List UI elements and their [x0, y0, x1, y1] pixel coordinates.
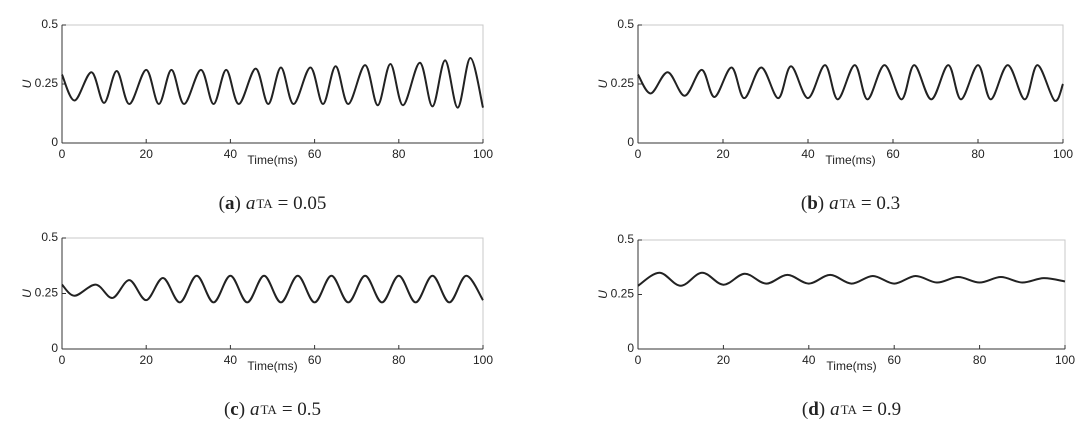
x-axis-label: Time(ms) [826, 359, 876, 373]
x-tick-label: 80 [392, 147, 406, 161]
x-tick-label: 80 [392, 353, 406, 367]
caption-part: a [246, 193, 256, 214]
x-tick-label: 40 [802, 353, 816, 367]
x-tick-label: 20 [717, 353, 731, 367]
x-tick-label: 100 [473, 353, 493, 367]
caption-part: ) [234, 193, 240, 214]
caption-part: a [225, 193, 235, 214]
x-tick-label: 20 [140, 353, 154, 367]
caption-part: TA [261, 402, 278, 417]
caption-part: ( [802, 399, 808, 420]
caption-part: ) [819, 399, 825, 420]
y-tick-label: 0.5 [617, 232, 634, 246]
subplot: 0 0.25 0.5 0 20 40 60 80 100 Time(ms) U (c) aTA = 0.5 [20, 230, 493, 420]
y-tick-label: 0.25 [35, 286, 59, 300]
x-tick-label: 0 [59, 147, 66, 161]
y-tick-label: 0 [627, 135, 634, 149]
caption-part: TA [256, 196, 273, 211]
y-tick-label: 0.5 [41, 230, 58, 244]
x-tick-label: 100 [473, 147, 493, 161]
x-tick-label: 40 [801, 147, 815, 161]
y-tick-label: 0 [51, 341, 58, 355]
x-axis-label: Time(ms) [247, 359, 297, 373]
caption: (c) aTA = 0.5 [224, 399, 321, 420]
x-tick-label: 0 [635, 147, 642, 161]
caption-part: ( [801, 193, 807, 214]
y-axis-label: U [20, 79, 34, 88]
plot-frame [61, 24, 484, 144]
caption-part: a [830, 399, 840, 420]
y-axis-label: U [596, 290, 610, 299]
y-axis-label: U [20, 289, 34, 298]
data-line [61, 274, 484, 304]
caption: (a) aTA = 0.05 [219, 193, 327, 214]
y-tick-label: 0 [627, 341, 634, 355]
x-tick-label: 80 [973, 353, 987, 367]
caption-part: c [230, 399, 238, 420]
caption-part: = 0.5 [282, 399, 321, 420]
caption-part: = 0.05 [278, 193, 327, 214]
y-tick-label: 0 [51, 135, 58, 149]
data-line [637, 271, 1066, 287]
subplot: 0 0.25 0.5 0 20 40 60 80 100 Time(ms) U (b) aTA = 0.3 [596, 17, 1073, 214]
caption-part: TA [840, 196, 857, 211]
caption-part: ( [224, 399, 230, 420]
y-tick-label: 0.25 [611, 287, 635, 301]
x-tick-label: 0 [635, 353, 642, 367]
caption-part: a [250, 399, 260, 420]
plot-frame [61, 237, 484, 350]
x-tick-label: 80 [971, 147, 985, 161]
x-tick-label: 60 [886, 147, 900, 161]
caption-part: TA [841, 402, 858, 417]
y-tick-label: 0.25 [611, 76, 635, 90]
x-tick-label: 100 [1053, 147, 1073, 161]
y-tick-label: 0.25 [35, 76, 59, 90]
x-tick-label: 40 [224, 353, 238, 367]
caption-part: ) [818, 193, 824, 214]
data-line [637, 64, 1064, 102]
caption-part: a [829, 193, 839, 214]
x-tick-label: 60 [888, 353, 902, 367]
y-tick-label: 0.5 [41, 17, 58, 31]
caption-part: d [808, 399, 819, 420]
caption-part: ( [219, 193, 225, 214]
x-tick-label: 100 [1055, 353, 1075, 367]
x-tick-label: 20 [140, 147, 154, 161]
caption-part: ) [239, 399, 245, 420]
x-tick-label: 40 [224, 147, 238, 161]
y-tick-label: 0.5 [617, 17, 634, 31]
x-tick-label: 60 [308, 353, 322, 367]
data-line [61, 57, 484, 109]
caption-part: = 0.9 [862, 399, 901, 420]
x-tick-label: 0 [59, 353, 66, 367]
x-tick-label: 20 [716, 147, 730, 161]
caption-part: = 0.3 [861, 193, 900, 214]
caption: (d) aTA = 0.9 [802, 399, 901, 420]
subplot: 0 0.25 0.5 0 20 40 60 80 100 Time(ms) U (d) aTA = 0.9 [596, 232, 1075, 420]
x-tick-label: 60 [308, 147, 322, 161]
caption: (b) aTA = 0.3 [801, 193, 900, 214]
x-axis-label: Time(ms) [825, 153, 875, 167]
y-axis-label: U [596, 79, 610, 88]
caption-part: b [807, 193, 818, 214]
x-axis-label: Time(ms) [247, 153, 297, 167]
plot-frame [637, 239, 1066, 350]
